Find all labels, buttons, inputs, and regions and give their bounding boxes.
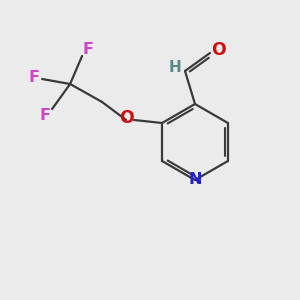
Text: O: O: [212, 41, 226, 59]
Text: F: F: [40, 109, 51, 124]
Text: F: F: [82, 41, 94, 56]
Text: F: F: [28, 70, 40, 86]
Text: N: N: [188, 172, 202, 188]
Text: O: O: [119, 109, 134, 127]
Text: H: H: [169, 61, 182, 76]
